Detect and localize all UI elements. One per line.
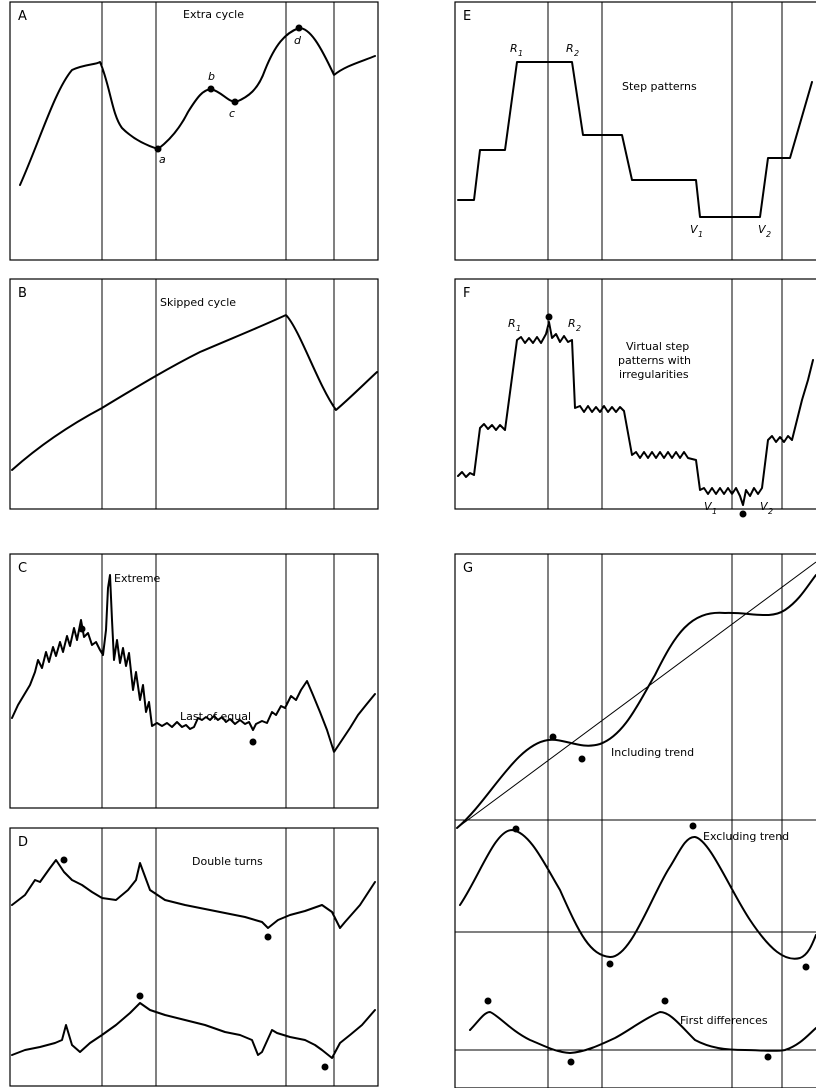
panel-a-point-b xyxy=(207,85,215,93)
panel-f-label-r: R xyxy=(508,317,516,330)
panel-d-title: Double turns xyxy=(192,855,263,868)
panel-c: C Extreme Last of equal xyxy=(9,553,379,809)
panel-g-letter: G xyxy=(463,561,473,576)
panel-g-trend-line xyxy=(456,561,816,829)
panel-f-series-line xyxy=(457,321,814,506)
panel-a-label-b: b xyxy=(208,70,215,83)
panel-f-letter: F xyxy=(463,286,470,301)
panel-f: F Virtual step patterns with irregularit… xyxy=(454,278,816,518)
panel-c-letter: C xyxy=(18,561,27,576)
panel-g-including-trend-line xyxy=(456,574,816,829)
panel-b-frame xyxy=(9,278,379,510)
panel-d-lower-line xyxy=(11,1002,376,1059)
panel-g-differences-trough-1 xyxy=(567,1058,575,1066)
panel-f-label-v2: V xyxy=(760,500,769,513)
panel-g-differences-peak-1 xyxy=(484,997,492,1005)
panel-e-letter: E xyxy=(463,9,471,24)
panel-a-point-c xyxy=(231,98,239,106)
panel-e: E Step patterns R 1 R 2 V 1 V 2 xyxy=(454,1,816,261)
panel-g-including-peak xyxy=(549,733,557,741)
panel-f-label-v: V xyxy=(704,500,713,513)
panel-a-frame xyxy=(9,1,379,261)
panel-d-upper-point-trough xyxy=(264,933,272,941)
panel-a-letter: A xyxy=(18,9,27,24)
panel-c-point-extreme-low xyxy=(78,625,86,633)
panel-e-label-v2: V xyxy=(758,223,767,236)
panel-f-title-line-3: irregularities xyxy=(619,368,689,381)
panel-b: B Skipped cycle xyxy=(9,278,379,510)
panel-b-series-line xyxy=(11,314,378,471)
panel-g-differences-trough-2 xyxy=(764,1053,772,1061)
panel-c-frame xyxy=(9,553,379,809)
panel-b-letter: B xyxy=(18,286,27,301)
panel-e-label-v-sub2: 2 xyxy=(766,230,771,239)
panel-e-label-r-sub1: 1 xyxy=(518,49,523,58)
panel-e-label-r-sub2: 2 xyxy=(574,49,579,58)
panel-g-including-trough xyxy=(578,755,586,763)
panel-f-label-r-sub2: 2 xyxy=(576,324,581,333)
panel-a-label-a: a xyxy=(159,153,166,166)
panel-g-label-first-differences: First differences xyxy=(680,1014,768,1027)
panel-a-series-line xyxy=(19,27,376,186)
panel-e-label-v: V xyxy=(690,223,699,236)
panel-f-label-r-sub1: 1 xyxy=(516,324,521,333)
panel-f-title-line-1: Virtual step xyxy=(626,340,689,353)
panel-a-point-d xyxy=(295,24,303,32)
panel-g-label-including-trend: Including trend xyxy=(611,746,694,759)
panel-c-point-last-of-equal xyxy=(249,738,257,746)
panel-g-excluding-trough-1 xyxy=(606,960,614,968)
panel-g-frame xyxy=(454,553,816,1088)
panel-f-label-v-sub1: 1 xyxy=(712,507,717,516)
panel-a-label-d: d xyxy=(294,34,302,47)
panel-g-differences-peak-2 xyxy=(661,997,669,1005)
panel-a-title: Extra cycle xyxy=(183,8,244,21)
panel-g-label-excluding-trend: Excluding trend xyxy=(703,830,789,843)
panel-f-frame xyxy=(454,278,816,510)
panel-e-title: Step patterns xyxy=(622,80,697,93)
panel-f-label-v-sub2: 2 xyxy=(768,507,773,516)
panel-d-frame xyxy=(9,827,379,1087)
panel-g-excluding-peak-1 xyxy=(512,825,520,833)
panel-a: A Extra cycle a b c d xyxy=(9,1,379,261)
panel-f-point-peak xyxy=(545,313,553,321)
panel-e-label-v-sub1: 1 xyxy=(698,230,703,239)
panel-g-excluding-peak-2 xyxy=(689,822,697,830)
panel-d-upper-point-peak xyxy=(60,856,68,864)
panel-f-point-trough xyxy=(739,510,747,518)
panel-d: D Double turns xyxy=(9,827,379,1087)
panel-e-label-r2: R xyxy=(566,42,574,55)
panel-d-upper-line xyxy=(11,859,376,929)
panel-g-excluding-trend-line xyxy=(459,829,816,960)
panel-a-label-c: c xyxy=(229,107,235,120)
panel-c-annotation-extreme: Extreme xyxy=(114,572,161,585)
panel-c-series-line xyxy=(11,574,376,753)
panel-d-lower-point-peak xyxy=(136,992,144,1000)
panel-d-lower-point-trough xyxy=(321,1063,329,1071)
panel-g-excluding-trough-2 xyxy=(802,963,810,971)
panel-e-label-r: R xyxy=(510,42,518,55)
panel-a-point-a xyxy=(154,145,162,153)
panel-f-label-r2: R xyxy=(568,317,576,330)
panel-g: G Including trend Excluding trend First … xyxy=(454,553,816,1088)
panel-d-letter: D xyxy=(18,835,28,850)
panel-e-series-line xyxy=(457,61,813,218)
panel-f-title-line-2: patterns with xyxy=(618,354,691,367)
panel-e-frame xyxy=(454,1,816,261)
panel-g-first-differences-line xyxy=(469,1011,816,1054)
panel-b-title: Skipped cycle xyxy=(160,296,236,309)
